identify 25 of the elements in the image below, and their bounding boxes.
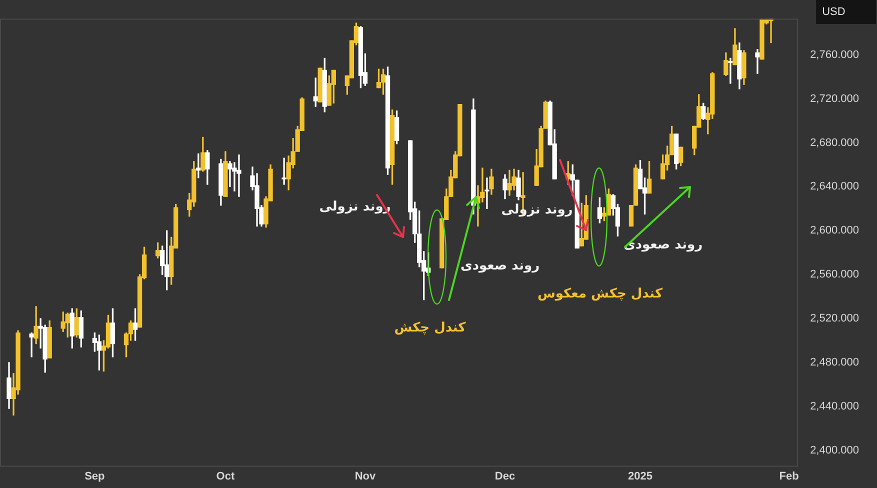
candlestick	[755, 49, 760, 74]
x-tick-label: Sep	[84, 470, 106, 482]
candlestick	[728, 58, 733, 84]
annotation: کندل چکش معکوس	[537, 286, 663, 302]
y-tick-label: 2,560.000	[810, 268, 859, 281]
candlestick	[282, 158, 286, 185]
y-tick-label: 2,480.000	[810, 356, 859, 368]
x-tick-label: Nov	[354, 470, 376, 482]
y-tick-label: 2,720.000	[810, 92, 859, 105]
annotation: روند صعودی	[460, 258, 540, 274]
x-tick-label: 2025	[628, 470, 652, 482]
y-tick-label: 2,600.000	[810, 224, 859, 237]
y-tick-label: 2,440.000	[810, 400, 859, 412]
y-axis-title: USD	[822, 6, 846, 18]
candlestick	[484, 178, 490, 209]
y-tick-label: 2,400.000	[810, 444, 859, 456]
x-tick-label: Feb	[779, 470, 800, 482]
x-tick-label: Dec	[494, 470, 516, 482]
x-tick-label: Oct	[216, 470, 235, 482]
y-tick-label: 2,520.000	[810, 312, 859, 325]
annotation: کندل چکش	[394, 320, 466, 336]
candlestick	[29, 332, 34, 358]
y-tick-label: 2,640.000	[810, 180, 859, 193]
y-tick-label: 2,680.000	[810, 136, 859, 149]
y-tick-label: 2,760.000	[810, 48, 859, 61]
